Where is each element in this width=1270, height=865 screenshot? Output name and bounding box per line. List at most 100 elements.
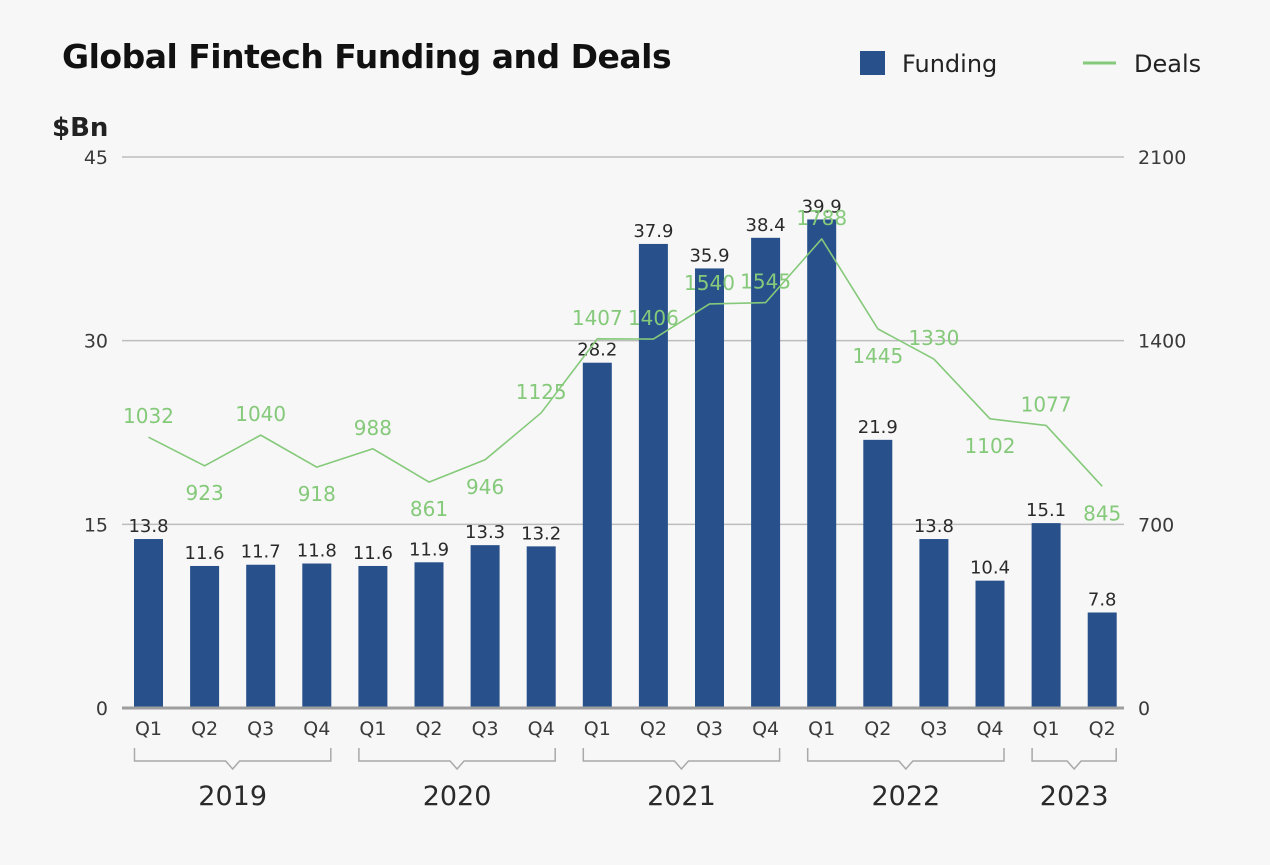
quarter-label: Q2	[415, 718, 442, 740]
quarter-label: Q3	[247, 718, 274, 740]
deals-value-label: 1125	[516, 380, 567, 404]
y-axis-unit: $Bn	[52, 113, 108, 143]
funding-bar	[246, 564, 276, 708]
quarter-label: Q4	[528, 718, 555, 740]
quarter-label: Q2	[191, 718, 218, 740]
year-groups: 2019 2020 2021 2022 2023	[133, 748, 1117, 812]
right-tick-label: 1400	[1138, 331, 1186, 353]
right-axis-ticks: 0 700 1400 2100	[1138, 147, 1186, 720]
chart-title: Global Fintech Funding and Deals	[62, 37, 671, 76]
funding-value-label: 10.4	[970, 558, 1010, 579]
funding-value-label: 11.6	[185, 543, 225, 564]
deals-value-label: 1102	[965, 434, 1016, 458]
quarter-label: Q4	[976, 718, 1003, 740]
deals-value-label: 1330	[908, 326, 959, 350]
funding-value-label: 7.8	[1088, 589, 1117, 610]
funding-bar	[582, 362, 612, 708]
left-tick-label: 0	[96, 698, 108, 720]
right-tick-label: 700	[1138, 514, 1174, 536]
quarter-label: Q2	[640, 718, 667, 740]
gridlines	[122, 156, 1124, 526]
funding-value-label: 11.9	[409, 539, 449, 560]
funding-bar	[695, 268, 724, 708]
funding-bar	[134, 539, 163, 708]
funding-value-label: 11.8	[297, 541, 337, 562]
funding-bar	[1031, 523, 1061, 708]
deals-value-label: 1077	[1021, 392, 1072, 416]
deals-value-label: 1032	[123, 404, 174, 428]
year-label: 2022	[871, 781, 940, 812]
deals-value-label: 845	[1083, 501, 1121, 525]
deals-value-label: 1545	[740, 270, 791, 294]
funding-bar	[1087, 612, 1117, 708]
left-tick-label: 30	[84, 331, 108, 353]
quarter-label: Q4	[752, 718, 779, 740]
x-axis: Q1 Q2 Q3 Q4 Q1 Q2 Q3 Q4 Q1 Q2 Q3 Q4 Q1 Q2 Q3 Q4 Q1 Q2	[122, 706, 1124, 740]
quarter-label: Q3	[696, 718, 723, 740]
quarter-label: Q1	[808, 718, 835, 740]
funding-labels: 13.8 11.6 11.7 11.8 11.6 11.9 13.3 13.2 28.2 37.9…	[128, 196, 1116, 610]
quarter-label: Q2	[1089, 718, 1116, 740]
deals-value-label: 1040	[235, 402, 286, 426]
year-label: 2020	[423, 781, 492, 812]
funding-bar	[414, 562, 444, 708]
deals-line-group	[148, 238, 1103, 487]
funding-value-label: 13.8	[914, 516, 954, 537]
funding-value-label: 21.9	[858, 417, 898, 438]
year-bracket	[358, 748, 556, 771]
quarter-label: Q2	[864, 718, 891, 740]
deals-value-label: 1406	[628, 306, 679, 330]
funding-bar	[975, 580, 1005, 708]
left-tick-label: 45	[84, 147, 108, 169]
funding-bars	[134, 219, 1117, 709]
year-label: 2023	[1040, 781, 1109, 812]
quarter-label: Q1	[1033, 718, 1060, 740]
funding-bar	[807, 219, 837, 709]
left-axis-ticks: 0 15 30 45	[84, 147, 108, 720]
funding-bar	[863, 439, 893, 708]
funding-value-label: 35.9	[689, 245, 729, 266]
quarter-label: Q1	[584, 718, 611, 740]
funding-bar	[526, 546, 556, 708]
legend-deals-label: Deals	[1134, 50, 1201, 78]
quarter-label: Q3	[920, 718, 947, 740]
funding-bar	[919, 539, 949, 708]
year-bracket	[582, 748, 781, 771]
left-tick-label: 15	[84, 514, 108, 536]
legend-funding-swatch	[860, 51, 885, 75]
year-bracket	[133, 748, 332, 771]
funding-bar	[751, 237, 781, 708]
deals-value-label: 918	[298, 482, 336, 506]
deals-value-label: 1788	[796, 206, 847, 230]
year-label: 2019	[198, 781, 267, 812]
funding-value-label: 13.8	[128, 516, 168, 537]
deals-value-label: 1540	[684, 271, 735, 295]
funding-bar	[638, 243, 668, 709]
year-bracket	[806, 748, 1005, 771]
funding-bar	[470, 545, 500, 708]
funding-value-label: 39.9	[802, 196, 842, 217]
quarter-label: Q1	[135, 718, 162, 740]
year-label: 2021	[647, 781, 716, 812]
funding-bar	[302, 563, 332, 708]
funding-value-label: 13.3	[465, 522, 505, 543]
deals-value-label: 923	[186, 481, 224, 505]
funding-value-label: 13.2	[521, 523, 561, 544]
legend: Funding Deals	[860, 50, 1201, 78]
funding-value-label: 37.9	[633, 221, 673, 242]
funding-bar	[358, 565, 388, 708]
deals-value-label: 946	[466, 475, 504, 499]
funding-value-label: 15.1	[1026, 500, 1066, 521]
funding-value-label: 11.7	[241, 542, 281, 563]
quarter-label: Q4	[303, 718, 330, 740]
deals-value-label: 988	[354, 416, 392, 440]
deals-value-label: 861	[410, 497, 448, 521]
funding-value-label: 38.4	[746, 215, 786, 236]
year-bracket	[1031, 748, 1117, 771]
deals-value-label: 1407	[572, 306, 623, 330]
funding-value-label: 11.6	[353, 543, 393, 564]
right-tick-label: 2100	[1138, 147, 1186, 169]
